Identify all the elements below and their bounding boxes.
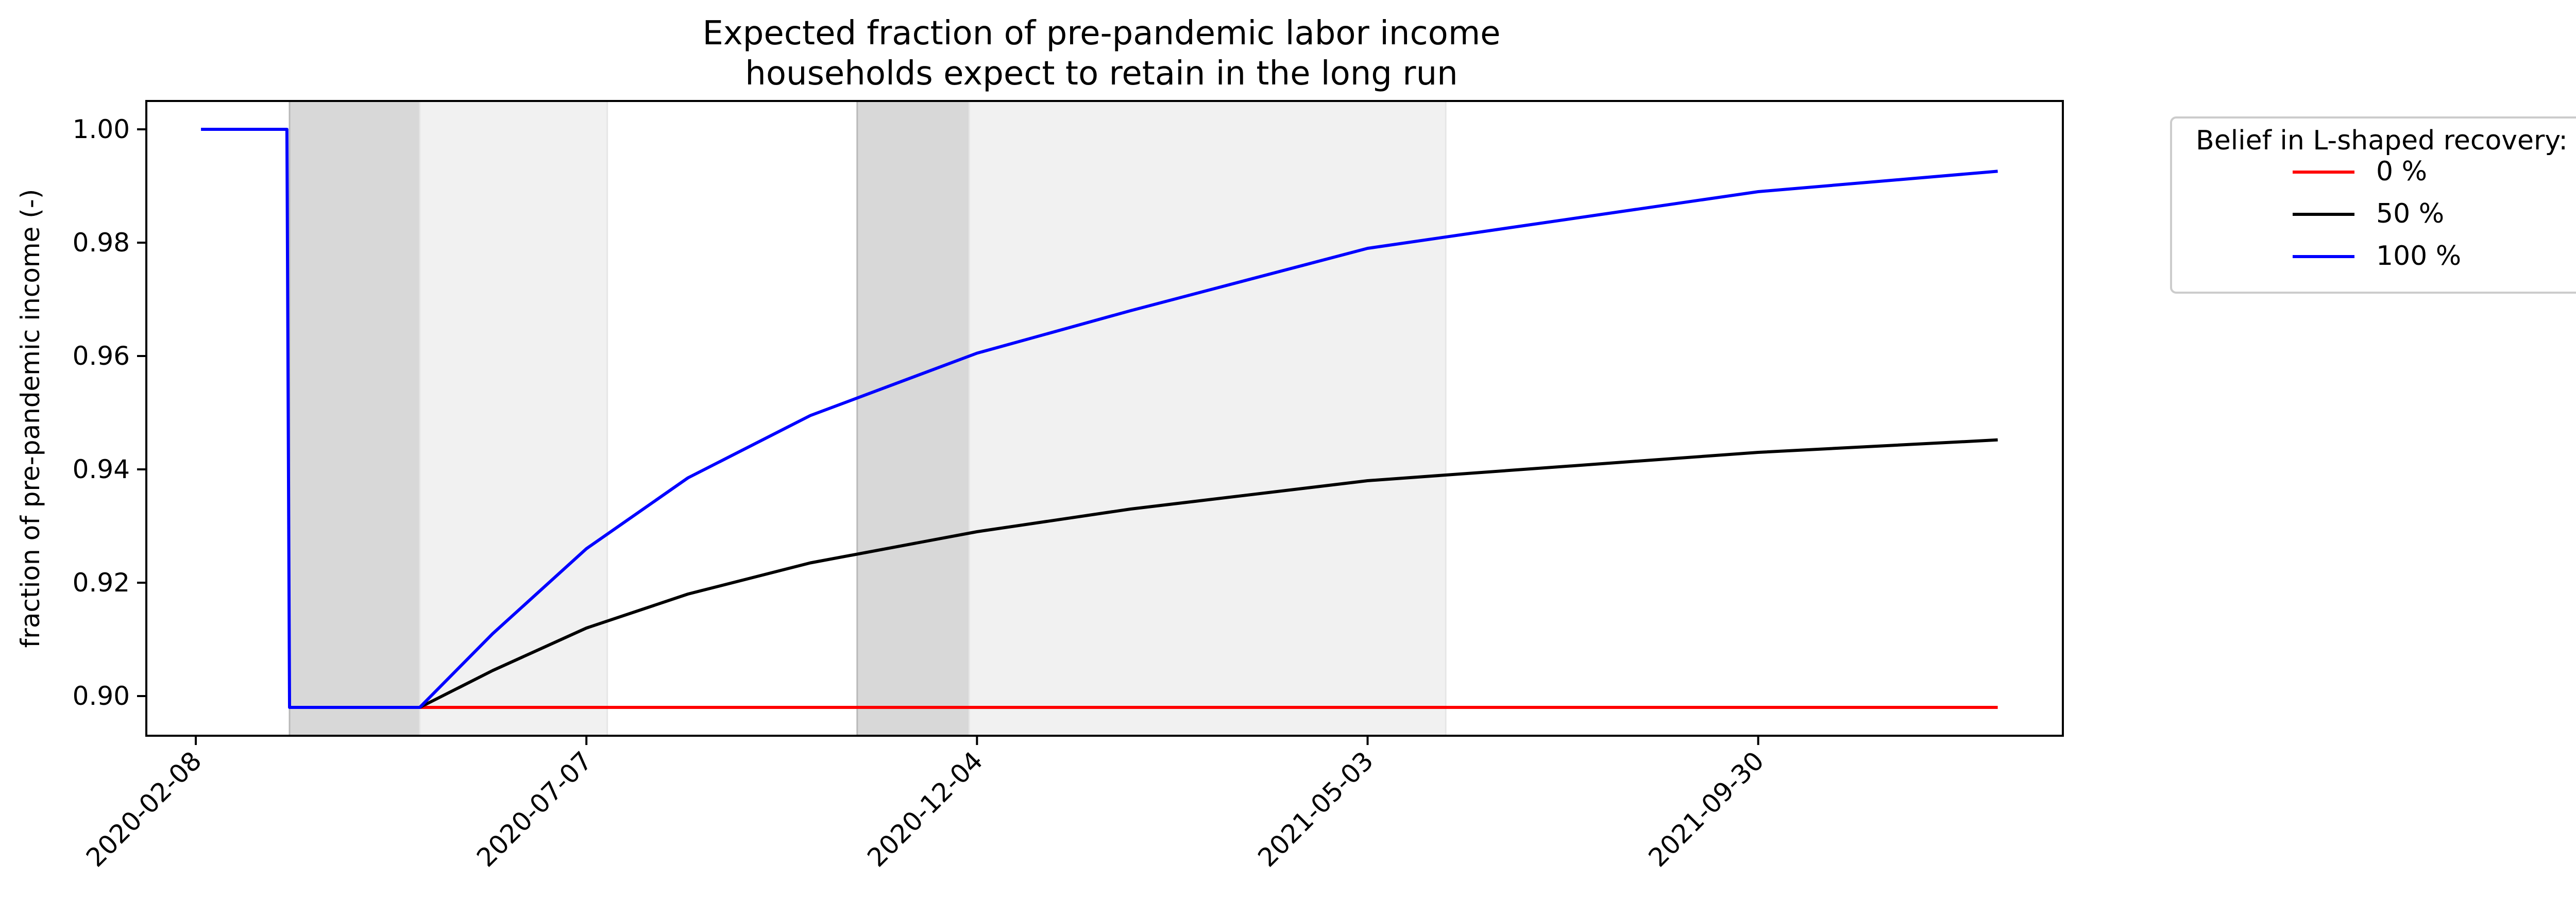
legend-label-3: 100 % xyxy=(2376,241,2461,272)
y-tick-label-4: 0.96 xyxy=(73,341,130,371)
shaded-period-2 xyxy=(419,101,607,736)
legend-entries: 0 % 50 % 100 % xyxy=(2293,156,2461,272)
x-tick-label-5: 2021-09-30 xyxy=(1643,746,1770,872)
y-tick-label-1: 0.90 xyxy=(73,681,130,711)
chart-title: Expected fraction of pre-pandemic labor … xyxy=(702,14,1500,93)
y-tick-label-5: 0.98 xyxy=(73,228,130,258)
legend-label-2: 50 % xyxy=(2376,198,2444,229)
shaded-period-3 xyxy=(857,101,970,736)
shaded-periods xyxy=(289,101,1447,736)
x-tick-label-2: 2020-07-07 xyxy=(471,746,598,872)
legend-label-1: 0 % xyxy=(2376,156,2427,187)
x-axis: 2020-02-08 2020-07-07 2020-12-04 2021-05-03… xyxy=(80,736,1770,873)
legend-box xyxy=(2170,116,2576,294)
y-axis: 0.90 0.92 0.94 0.96 0.98 1.00 xyxy=(73,114,146,711)
series-line-3 xyxy=(201,128,1998,709)
series-lines xyxy=(201,128,1998,709)
shaded-period-1 xyxy=(289,101,420,736)
y-axis-label: fraction of pre-pandemic income (-) xyxy=(15,189,45,648)
shaded-period-4 xyxy=(969,101,1446,736)
chart-title-line-2: households expect to retain in the long … xyxy=(745,55,1458,93)
series-line-2 xyxy=(290,438,1998,709)
x-tick-label-1: 2020-02-08 xyxy=(80,746,207,872)
plot-frame xyxy=(145,100,2064,737)
y-tick-label-6: 1.00 xyxy=(73,114,130,144)
x-tick-label-4: 2021-05-03 xyxy=(1252,746,1379,872)
legend: Belief in L-shaped recovery: 0 % 50 % 100 … xyxy=(2170,116,2576,294)
y-tick-label-3: 0.94 xyxy=(73,454,130,484)
y-tick-label-2: 0.92 xyxy=(73,568,130,598)
chart-title-line-1: Expected fraction of pre-pandemic labor … xyxy=(702,14,1500,53)
legend-title: Belief in L-shaped recovery: xyxy=(2196,125,2568,156)
x-tick-label-3: 2020-12-04 xyxy=(861,746,988,872)
